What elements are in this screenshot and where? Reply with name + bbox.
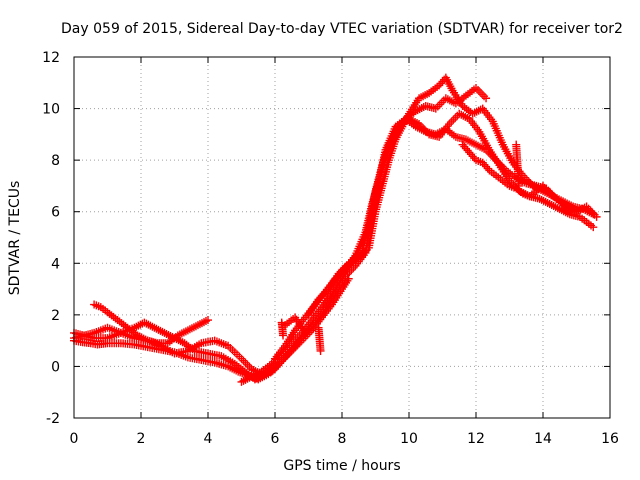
series-track-9 bbox=[458, 140, 574, 216]
x-tick-label: 0 bbox=[70, 431, 79, 447]
y-tick-label: 8 bbox=[51, 153, 60, 169]
chart-title: Day 059 of 2015, Sidereal Day-to-day VTE… bbox=[61, 21, 623, 37]
x-tick-label: 6 bbox=[271, 431, 280, 447]
x-tick-label: 12 bbox=[467, 431, 485, 447]
x-tick-label: 4 bbox=[204, 431, 213, 447]
x-tick-label: 2 bbox=[137, 431, 146, 447]
y-tick-label: 12 bbox=[42, 50, 60, 66]
y-tick-label: 4 bbox=[51, 256, 60, 272]
y-tick-label: 0 bbox=[51, 359, 60, 375]
data-point bbox=[279, 331, 288, 340]
data-point bbox=[482, 94, 491, 103]
data-point bbox=[589, 223, 598, 232]
y-axis-label: SDTVAR / TECUs bbox=[7, 181, 23, 296]
data-point bbox=[514, 181, 523, 190]
data-point bbox=[565, 207, 574, 216]
y-tick-label: 6 bbox=[51, 205, 60, 221]
data-point bbox=[544, 187, 553, 196]
series-spike-1 bbox=[512, 140, 523, 190]
data-point bbox=[564, 205, 573, 214]
x-axis-label: GPS time / hours bbox=[283, 458, 400, 474]
x-tick-label: 16 bbox=[601, 431, 619, 447]
x-tick-label: 8 bbox=[338, 431, 347, 447]
x-tick-label: 10 bbox=[400, 431, 418, 447]
grid bbox=[74, 57, 610, 418]
x-tick-label: 14 bbox=[534, 431, 552, 447]
data-marks bbox=[70, 73, 601, 386]
data-point bbox=[592, 212, 601, 221]
data-point bbox=[316, 346, 325, 355]
y-tick-label: 2 bbox=[51, 308, 60, 324]
series-spike-2 bbox=[314, 323, 325, 355]
axis-ticks: 0 2 4 6 8 10 12 14 16 -2 0 2 4 6 8 10 12 bbox=[42, 50, 619, 447]
series-track-4 bbox=[70, 318, 279, 384]
series-spike-3 bbox=[277, 318, 288, 340]
data-point bbox=[483, 164, 492, 173]
y-tick-label: -2 bbox=[46, 411, 60, 427]
data-point bbox=[204, 316, 212, 325]
y-tick-label: 10 bbox=[42, 102, 60, 118]
